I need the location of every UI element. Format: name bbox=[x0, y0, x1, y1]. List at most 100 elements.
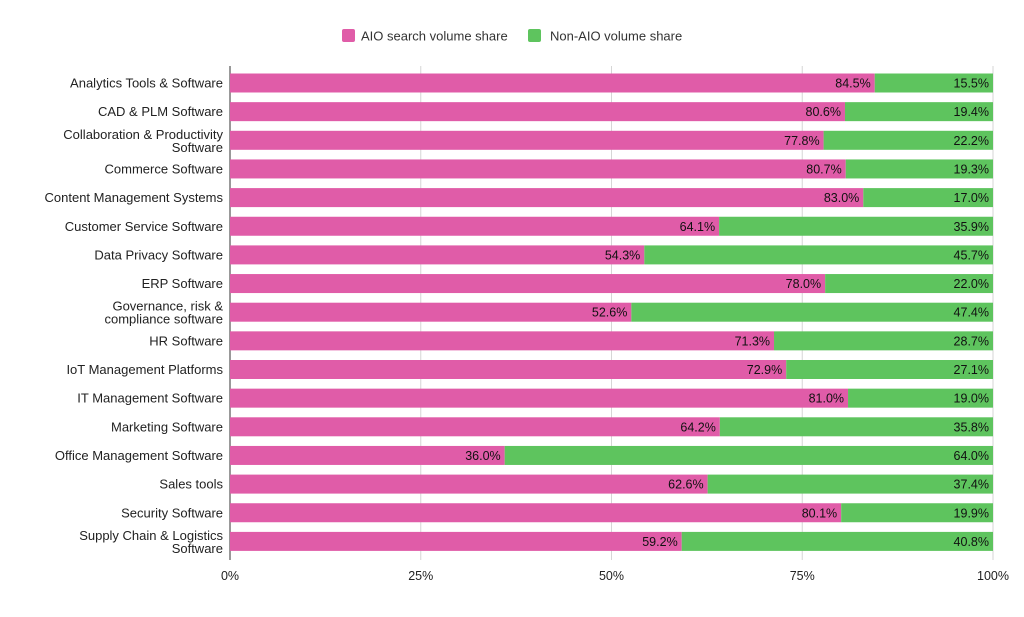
bar-segment bbox=[841, 503, 993, 523]
category-label: ERP Software bbox=[142, 276, 223, 291]
bar-segment bbox=[230, 102, 845, 122]
bar-segment bbox=[681, 531, 993, 551]
data-label: 15.5% bbox=[954, 77, 989, 91]
bar-segment bbox=[863, 188, 993, 208]
data-label: 59.2% bbox=[642, 535, 677, 549]
bar-segment bbox=[230, 503, 842, 523]
bar-segment bbox=[874, 73, 993, 93]
bar-segment bbox=[774, 331, 993, 351]
category-label: Governance, risk & compliance software bbox=[105, 299, 224, 327]
data-label: 80.6% bbox=[806, 105, 841, 119]
data-label: 17.0% bbox=[954, 191, 989, 205]
data-label: 54.3% bbox=[605, 248, 640, 262]
bar-segment bbox=[644, 245, 993, 265]
bar-segment bbox=[230, 474, 708, 494]
bar-segment bbox=[230, 245, 645, 265]
bar-segment bbox=[848, 388, 993, 408]
bar-segment bbox=[230, 302, 632, 322]
legend-label: Non-AIO volume share bbox=[550, 29, 682, 44]
category-label: Customer Service Software bbox=[65, 219, 223, 234]
data-label: 45.7% bbox=[954, 248, 989, 262]
bar-segment bbox=[504, 445, 993, 465]
data-label: 40.8% bbox=[954, 535, 989, 549]
data-label: 64.2% bbox=[680, 420, 715, 434]
bar-segment bbox=[845, 159, 993, 179]
bars: 84.5% 15.5% 80.6% 19.4% 77.8% 22.2% 80.7% 19.3%… bbox=[230, 73, 993, 551]
data-label: 83.0% bbox=[824, 191, 859, 205]
bar-segment bbox=[844, 102, 993, 122]
data-label: 52.6% bbox=[592, 306, 627, 320]
legend: AIO search volume share Non-AIO volume sh… bbox=[342, 29, 682, 44]
bar-segment bbox=[230, 360, 787, 379]
bar-segment bbox=[825, 274, 993, 294]
legend-item: Non-AIO volume share bbox=[528, 29, 682, 44]
legend-item: AIO search volume share bbox=[342, 29, 508, 44]
data-label: 81.0% bbox=[809, 392, 844, 406]
bar-segment bbox=[230, 216, 720, 236]
category-label: Supply Chain & Logistics Software bbox=[79, 528, 223, 556]
category-label: Content Management Systems bbox=[45, 190, 224, 205]
data-label: 35.8% bbox=[954, 420, 989, 434]
data-label: 72.9% bbox=[747, 363, 782, 377]
category-label: HR Software bbox=[149, 333, 223, 348]
x-tick-label: 25% bbox=[408, 569, 433, 583]
bar-segment bbox=[230, 188, 864, 208]
data-label: 71.3% bbox=[735, 334, 770, 348]
legend-swatch bbox=[528, 29, 541, 42]
data-label: 22.2% bbox=[954, 134, 989, 148]
bar-segment bbox=[230, 531, 682, 551]
category-label: Data Privacy Software bbox=[94, 247, 223, 262]
category-label: Office Management Software bbox=[55, 448, 223, 463]
category-labels: Analytics Tools & Software CAD & PLM Soft… bbox=[45, 76, 224, 556]
bar-segment bbox=[631, 302, 993, 322]
category-label: IoT Management Platforms bbox=[66, 362, 223, 377]
data-label: 80.7% bbox=[806, 162, 841, 176]
bar-segment bbox=[719, 216, 993, 236]
bar-segment bbox=[230, 159, 846, 179]
data-label: 78.0% bbox=[786, 277, 821, 291]
bar-segment bbox=[823, 130, 993, 150]
bar-segment bbox=[230, 445, 505, 465]
data-label: 77.8% bbox=[784, 134, 819, 148]
data-label: 80.1% bbox=[802, 506, 837, 520]
bar-segment bbox=[230, 274, 826, 294]
data-label: 27.1% bbox=[954, 363, 989, 377]
data-label: 84.5% bbox=[835, 77, 870, 91]
legend-label: AIO search volume share bbox=[361, 29, 508, 44]
data-label: 22.0% bbox=[954, 277, 989, 291]
category-label: Sales tools bbox=[159, 477, 223, 492]
bar-segment bbox=[230, 388, 849, 408]
data-label: 19.0% bbox=[954, 392, 989, 406]
bar-segment bbox=[230, 417, 720, 437]
data-label: 35.9% bbox=[954, 220, 989, 234]
data-label: 64.0% bbox=[954, 449, 989, 463]
x-tick-label: 100% bbox=[977, 569, 1009, 583]
x-tick-label: 75% bbox=[790, 569, 815, 583]
data-label: 19.4% bbox=[954, 105, 989, 119]
bar-segment bbox=[230, 130, 824, 150]
x-tick-label: 0% bbox=[221, 569, 239, 583]
category-label: CAD & PLM Software bbox=[98, 104, 223, 119]
x-axis-ticks: 0% 25% 50% 75% 100% bbox=[221, 569, 1009, 583]
data-label: 37.4% bbox=[954, 478, 989, 492]
category-label: Marketing Software bbox=[111, 419, 223, 434]
data-label: 47.4% bbox=[954, 306, 989, 320]
data-label: 19.3% bbox=[954, 162, 989, 176]
category-label: Collaboration & Productivity Software bbox=[63, 127, 223, 155]
category-label: IT Management Software bbox=[77, 391, 223, 406]
data-label: 28.7% bbox=[954, 334, 989, 348]
legend-swatch bbox=[342, 29, 355, 42]
data-label: 64.1% bbox=[680, 220, 715, 234]
data-label: 62.6% bbox=[668, 478, 703, 492]
bar-segment bbox=[230, 73, 875, 93]
data-label: 19.9% bbox=[954, 506, 989, 520]
data-label: 36.0% bbox=[465, 449, 500, 463]
bar-segment bbox=[719, 417, 993, 437]
bar-segment bbox=[707, 474, 993, 494]
category-label: Commerce Software bbox=[105, 161, 223, 176]
category-label: Analytics Tools & Software bbox=[70, 76, 223, 91]
x-tick-label: 50% bbox=[599, 569, 624, 583]
category-label: Security Software bbox=[121, 505, 223, 520]
